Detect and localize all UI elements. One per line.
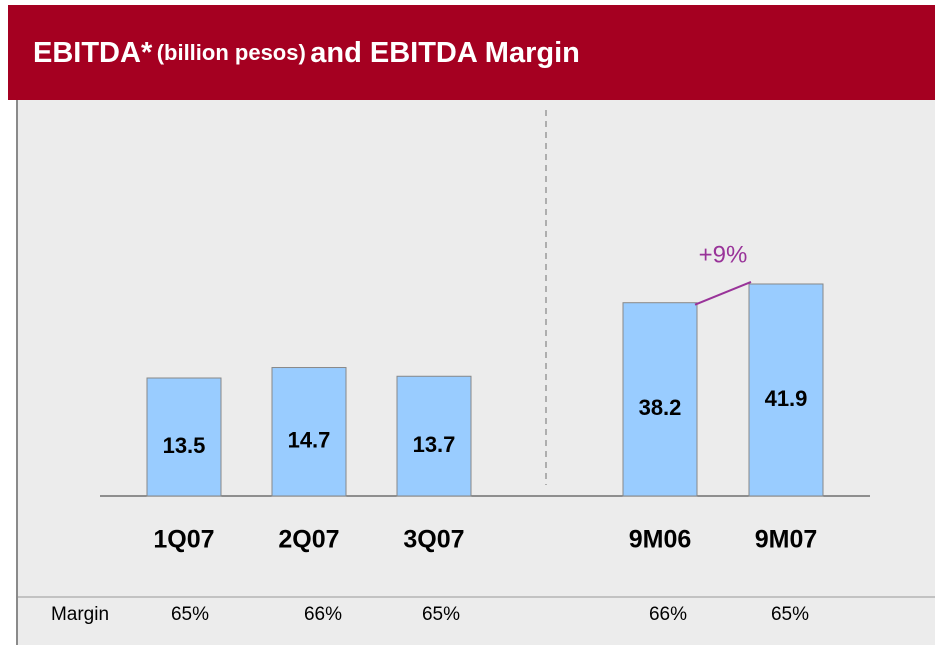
title: EBITDA* (billion pesos) and EBITDA Margi… [33, 37, 580, 69]
growth-annotation: +9% [699, 241, 748, 268]
category-label: 1Q07 [153, 526, 214, 554]
value-label: 41.9 [765, 386, 808, 411]
header-band [8, 5, 935, 100]
value-label: 14.7 [288, 428, 331, 453]
margin-value: 66% [304, 604, 342, 625]
value-label: 38.2 [639, 395, 682, 420]
margin-value: 65% [171, 604, 209, 625]
bar [748, 283, 824, 497]
growth-connector [694, 281, 752, 306]
bar [396, 375, 472, 497]
bar [622, 302, 698, 497]
margin-label: Margin [51, 604, 109, 625]
bar [146, 377, 222, 497]
title-unit: (billion pesos) [157, 40, 306, 65]
value-label: 13.5 [163, 433, 206, 458]
title-main: EBITDA* [33, 37, 153, 69]
margin-value: 65% [771, 604, 809, 625]
category-label: 3Q07 [403, 526, 464, 554]
category-label: 9M07 [755, 526, 818, 554]
title-rest: and EBITDA Margin [310, 37, 580, 69]
margin-value: 65% [422, 604, 460, 625]
margin-value: 66% [649, 604, 687, 625]
value-label: 13.7 [413, 432, 456, 457]
category-label: 2Q07 [278, 526, 339, 554]
bar [271, 367, 347, 497]
category-label: 9M06 [629, 526, 692, 554]
